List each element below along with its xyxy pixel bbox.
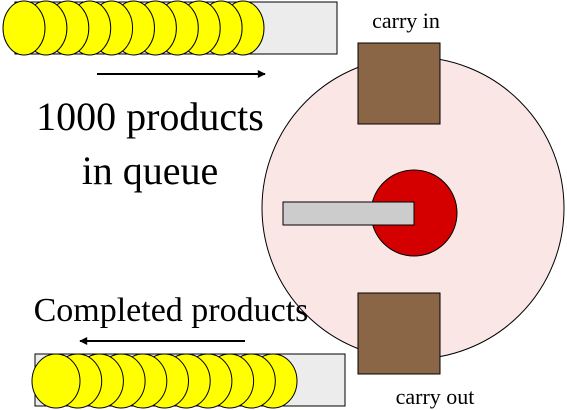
queue-label-line1: 1000 products bbox=[36, 94, 264, 139]
completed-product bbox=[31, 353, 81, 409]
carry-in-station bbox=[357, 42, 441, 125]
completed-product-queue bbox=[31, 353, 298, 409]
carry-in-label: carry in bbox=[372, 8, 440, 33]
input-product-queue bbox=[2, 0, 265, 56]
queue-label-line2: in queue bbox=[82, 148, 219, 193]
carry-out-label: carry out bbox=[396, 384, 475, 409]
carry-out-station bbox=[357, 292, 441, 375]
queued-product bbox=[2, 0, 46, 56]
completed-label: Completed products bbox=[34, 292, 309, 329]
robot-arm bbox=[282, 201, 415, 226]
